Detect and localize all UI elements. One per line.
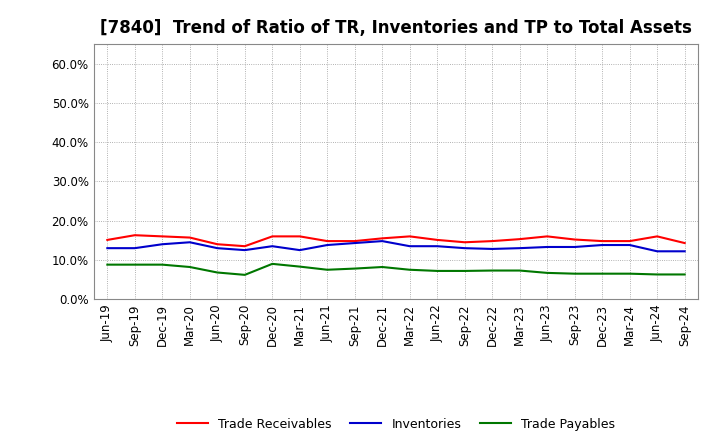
Trade Receivables: [680, 240, 689, 246]
Inventories: [433, 244, 441, 249]
Inventories: [213, 246, 222, 251]
Trade Payables: [103, 262, 112, 267]
Trade Payables: [295, 264, 304, 269]
Inventories: [516, 246, 524, 251]
Trade Payables: [351, 266, 359, 271]
Inventories: [103, 246, 112, 251]
Trade Receivables: [570, 237, 579, 242]
Trade Receivables: [351, 238, 359, 244]
Trade Payables: [680, 272, 689, 277]
Trade Payables: [460, 268, 469, 274]
Inventories: [598, 242, 606, 248]
Inventories: [626, 242, 634, 248]
Trade Payables: [213, 270, 222, 275]
Inventories: [323, 242, 332, 248]
Trade Receivables: [213, 242, 222, 247]
Inventories: [488, 246, 497, 252]
Inventories: [268, 244, 276, 249]
Title: [7840]  Trend of Ratio of TR, Inventories and TP to Total Assets: [7840] Trend of Ratio of TR, Inventories…: [100, 19, 692, 37]
Trade Receivables: [323, 238, 332, 244]
Trade Receivables: [598, 238, 606, 244]
Trade Receivables: [158, 234, 166, 239]
Trade Payables: [626, 271, 634, 276]
Trade Payables: [158, 262, 166, 267]
Inventories: [186, 240, 194, 245]
Inventories: [130, 246, 139, 251]
Trade Receivables: [240, 244, 249, 249]
Trade Payables: [186, 264, 194, 270]
Trade Receivables: [103, 237, 112, 242]
Trade Receivables: [543, 234, 552, 239]
Inventories: [378, 238, 387, 244]
Inventories: [653, 249, 662, 254]
Trade Payables: [433, 268, 441, 274]
Trade Receivables: [378, 236, 387, 241]
Trade Receivables: [295, 234, 304, 239]
Inventories: [240, 247, 249, 253]
Line: Inventories: Inventories: [107, 241, 685, 251]
Trade Receivables: [433, 237, 441, 242]
Inventories: [405, 244, 414, 249]
Trade Receivables: [186, 235, 194, 240]
Trade Payables: [653, 272, 662, 277]
Trade Payables: [598, 271, 606, 276]
Trade Receivables: [516, 236, 524, 242]
Inventories: [351, 240, 359, 246]
Trade Payables: [323, 267, 332, 272]
Trade Receivables: [626, 238, 634, 244]
Trade Payables: [543, 270, 552, 275]
Inventories: [543, 244, 552, 249]
Trade Payables: [268, 261, 276, 267]
Legend: Trade Receivables, Inventories, Trade Payables: Trade Receivables, Inventories, Trade Pa…: [171, 413, 621, 436]
Trade Payables: [516, 268, 524, 273]
Trade Payables: [378, 264, 387, 270]
Trade Receivables: [130, 233, 139, 238]
Line: Trade Receivables: Trade Receivables: [107, 235, 685, 246]
Inventories: [570, 244, 579, 249]
Inventories: [295, 247, 304, 253]
Trade Payables: [405, 267, 414, 272]
Trade Receivables: [268, 234, 276, 239]
Trade Receivables: [653, 234, 662, 239]
Trade Receivables: [405, 234, 414, 239]
Trade Payables: [240, 272, 249, 278]
Trade Payables: [130, 262, 139, 267]
Inventories: [680, 249, 689, 254]
Inventories: [158, 242, 166, 247]
Trade Payables: [570, 271, 579, 276]
Line: Trade Payables: Trade Payables: [107, 264, 685, 275]
Inventories: [460, 246, 469, 251]
Trade Receivables: [488, 238, 497, 244]
Trade Payables: [488, 268, 497, 273]
Trade Receivables: [460, 240, 469, 245]
